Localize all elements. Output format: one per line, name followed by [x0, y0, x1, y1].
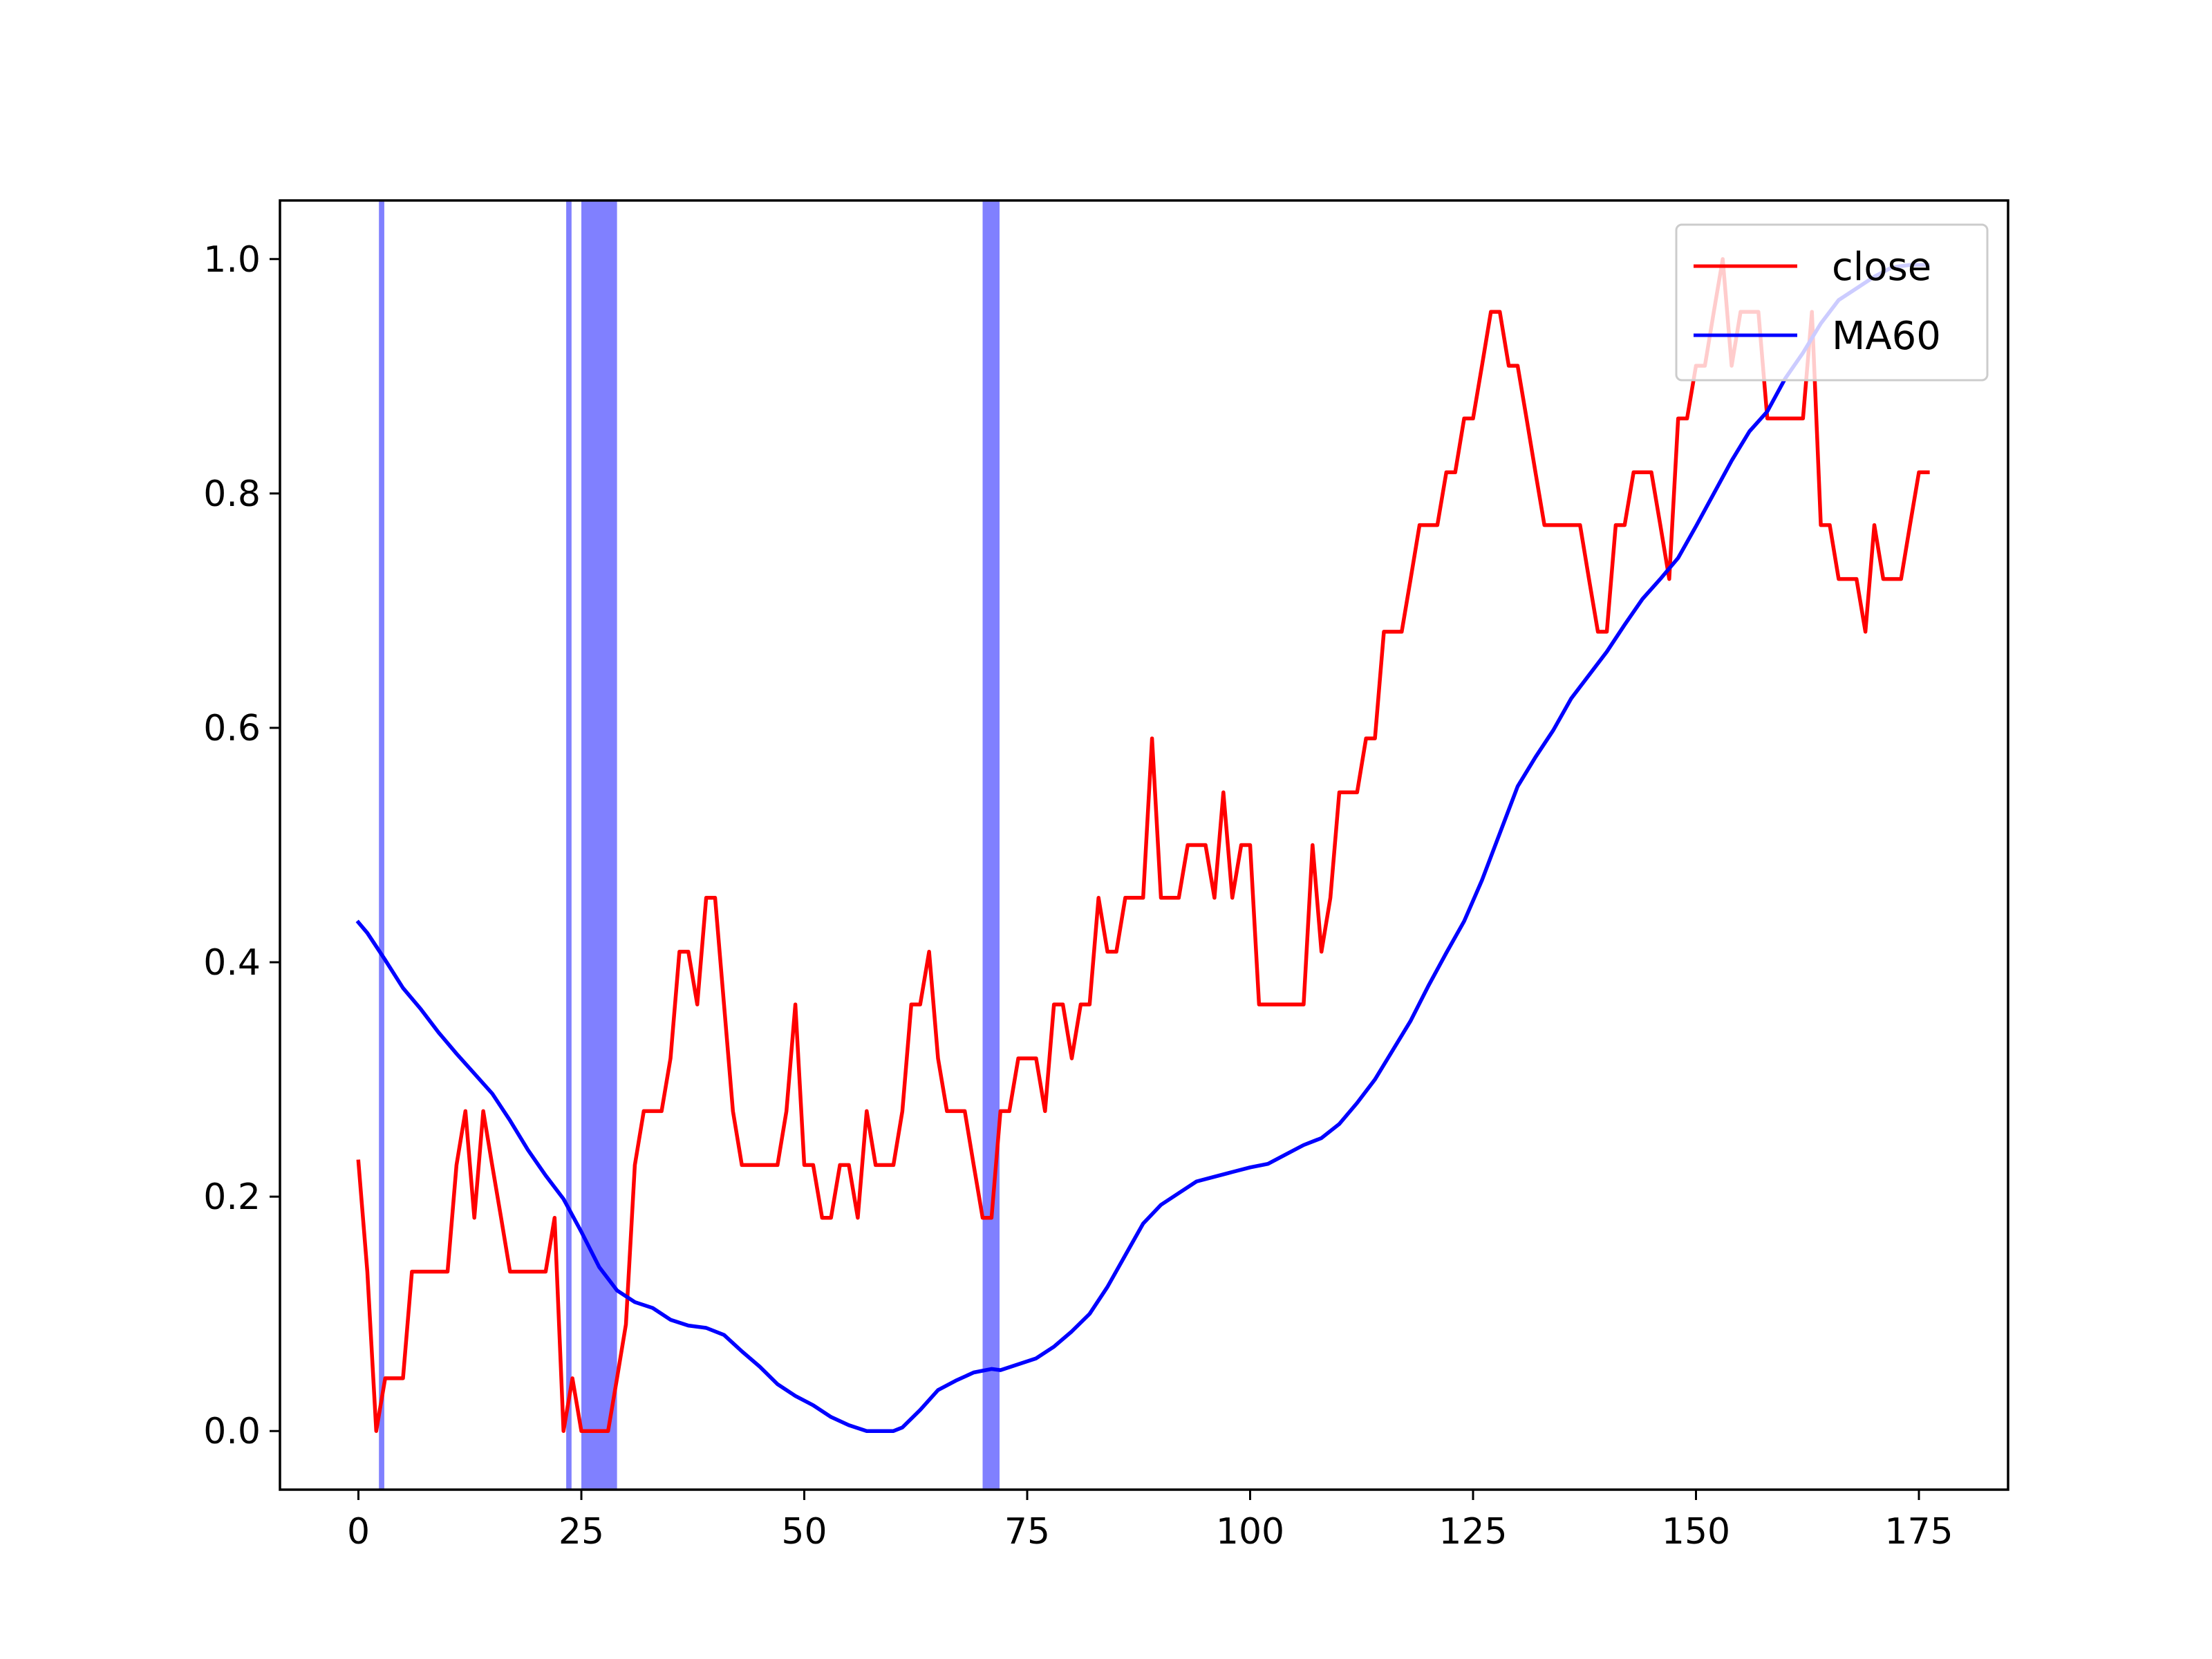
- legend-label-ma60: MA60: [1832, 314, 1941, 359]
- x-tick-label: 150: [1662, 1511, 1730, 1553]
- x-tick-label: 125: [1438, 1511, 1507, 1553]
- legend-label-close: close: [1832, 245, 1931, 290]
- y-tick-label: 0.4: [203, 942, 261, 984]
- y-tick-label: 0.6: [203, 708, 261, 749]
- x-tick-label: 175: [1884, 1511, 1953, 1553]
- x-tick-label: 50: [781, 1511, 827, 1553]
- x-tick-label: 25: [559, 1511, 604, 1553]
- series-layer: [355, 257, 1930, 1433]
- y-tick-label: 1.0: [203, 239, 261, 281]
- y-tick-label: 0.2: [203, 1177, 261, 1218]
- x-tick-label: 75: [1004, 1511, 1050, 1553]
- series-line-ma60: [355, 263, 1930, 1433]
- x-tick-label: 0: [347, 1511, 370, 1553]
- highlight-band-1: [566, 200, 572, 1490]
- y-axis-ticks: 0.0 0.2 0.4 0.6 0.8 1.0: [203, 239, 280, 1452]
- highlight-band-0: [379, 200, 384, 1490]
- plot-frame: [279, 199, 2009, 1491]
- legend-box: [1675, 223, 1989, 382]
- highlight-bands: [379, 200, 1000, 1490]
- x-axis-ticks: 0 25 50 75 100 125 150 175: [347, 1490, 1953, 1553]
- y-tick-label: 0.0: [203, 1411, 261, 1452]
- highlight-band-3: [982, 200, 1000, 1490]
- series-line-close: [356, 257, 1930, 1433]
- highlight-band-2: [581, 200, 617, 1490]
- legend: close MA60: [1675, 223, 1989, 382]
- x-tick-label: 100: [1216, 1511, 1284, 1553]
- y-tick-label: 0.8: [203, 474, 261, 515]
